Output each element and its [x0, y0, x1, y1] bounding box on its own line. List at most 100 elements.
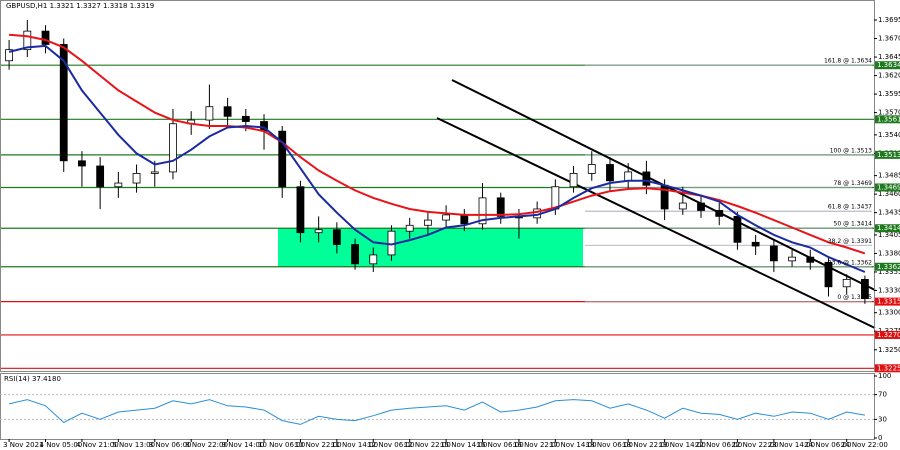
fib-label: 161.8 @ 1.3634 — [824, 58, 872, 65]
candle-body — [496, 197, 505, 217]
candle-body — [842, 278, 851, 288]
x-tick-label: 18 Nov 22:00 — [622, 441, 669, 449]
candle-body — [423, 219, 432, 226]
x-tick-label: 17 Nov 14:00 — [549, 441, 596, 449]
level-box — [875, 224, 900, 233]
x-tick-label: 19 Nov 14:00 — [659, 441, 706, 449]
candle-body — [405, 224, 414, 232]
chart-title: GBPUSD,H1 1.3321 1.3327 1.3318 1.3319 — [6, 2, 154, 10]
level-label: 1.3414 — [877, 224, 900, 232]
rsi-tick-label: 30 — [878, 415, 887, 423]
candle-body — [860, 278, 869, 300]
x-tick-label: 4 Nov 05:00 — [40, 441, 83, 449]
x-tick-label: 23 Nov 14:00 — [768, 441, 815, 449]
level-box — [875, 297, 900, 306]
candle-body — [223, 106, 232, 117]
y-tick-label: 1.3435 — [878, 209, 900, 217]
y-tick-label: 1.3595 — [878, 90, 900, 98]
x-tick-label: 24 Nov 06:00 — [804, 441, 851, 449]
y-tick-label: 1.3570 — [878, 109, 900, 117]
y-tick-label: 1.3540 — [878, 131, 900, 139]
candle-body — [41, 30, 50, 45]
candle-body — [569, 173, 578, 188]
level-label: 1.3513 — [877, 151, 900, 159]
y-tick-label: 1.3670 — [878, 35, 900, 43]
level-label: 1.3469 — [877, 183, 900, 191]
moving-average — [9, 33, 866, 255]
rsi-tick-label: 70 — [878, 391, 887, 399]
y-tick-label: 1.3380 — [878, 249, 900, 257]
y-tick-label: 1.3355 — [878, 268, 900, 276]
candle-body — [351, 244, 359, 265]
fib-label: 50 @ 1.3414 — [834, 221, 873, 228]
x-tick-label: 12 Nov 06:00 — [367, 441, 414, 449]
y-tick-label: 1.3695 — [878, 16, 900, 24]
level-label: 1.3225 — [877, 364, 900, 372]
x-tick-label: 10 Nov 22:00 — [294, 441, 341, 449]
fib-label: 100 @ 1.3513 — [830, 147, 872, 154]
x-tick-label: 5 Nov 13:00 — [112, 441, 155, 449]
candle-body — [442, 214, 451, 221]
candle-body — [96, 165, 105, 188]
fib-label: 38.2 @ 1.3391 — [828, 238, 872, 245]
x-tick-label: 15 Nov 14:00 — [440, 441, 487, 449]
x-tick-label: 16 Nov 06:00 — [477, 441, 524, 449]
rsi-line — [8, 399, 865, 425]
x-tick-label: 3 Nov 2021 — [3, 441, 43, 449]
candle-body — [369, 254, 378, 265]
level-box — [875, 150, 900, 159]
level-box — [875, 115, 900, 124]
candle-body — [460, 214, 469, 225]
main-frame — [0, 0, 875, 372]
candle-body — [332, 229, 341, 245]
candle-body — [624, 171, 633, 182]
level-label: 1.3634 — [877, 61, 900, 69]
candle-body — [806, 256, 815, 263]
candle-body — [751, 241, 760, 247]
y-tick-label: 1.3300 — [878, 309, 900, 317]
rsi-tick-label: 100 — [878, 372, 891, 380]
x-tick-label: 11 Nov 14:00 — [331, 441, 378, 449]
level-label: 1.3315 — [877, 298, 900, 306]
candle-body — [642, 171, 651, 186]
candle-body — [606, 164, 614, 182]
candle-body — [478, 197, 487, 225]
candle-body — [769, 245, 778, 262]
x-tick-label: 10 Nov 06:00 — [258, 441, 305, 449]
fib-label: 0 @ 1.3315 — [837, 294, 872, 301]
moving-average — [8, 44, 866, 273]
candle-body — [205, 106, 214, 121]
plot-layer — [5, 20, 869, 304]
level-box — [875, 262, 900, 271]
y-tick-label: 1.3645 — [878, 53, 900, 61]
candle-body — [678, 202, 687, 210]
x-tick-label: 12 Nov 22:00 — [404, 441, 451, 449]
candle-body — [59, 44, 68, 162]
channel-line — [436, 117, 876, 329]
y-tick-label: 1.3250 — [878, 346, 900, 354]
candle-body — [278, 130, 287, 188]
level-box — [875, 183, 900, 192]
y-tick-label: 1.3330 — [878, 286, 900, 294]
level-layer — [0, 64, 874, 369]
x-tick-label: 9 Nov 14:00 — [222, 441, 265, 449]
candle-body — [551, 186, 560, 210]
candle-body — [296, 186, 305, 234]
candle-body — [150, 171, 159, 174]
candle-body — [587, 164, 596, 174]
rsi-frame — [0, 373, 875, 440]
level-box — [875, 364, 900, 373]
candle-body — [23, 30, 32, 51]
candle-body — [241, 115, 250, 122]
candle-body — [733, 215, 742, 243]
fib-label: 23.6 @ 1.3362 — [828, 259, 872, 266]
x-tick-label: 24 Nov 22:00 — [841, 441, 888, 449]
x-tick-label: 18 Nov 06:00 — [586, 441, 633, 449]
x-tick-label: 16 Nov 22:00 — [513, 441, 560, 449]
x-tick-label: 8 Nov 22:00 — [185, 441, 228, 449]
candle-body — [132, 173, 141, 184]
candle-body — [169, 123, 177, 173]
